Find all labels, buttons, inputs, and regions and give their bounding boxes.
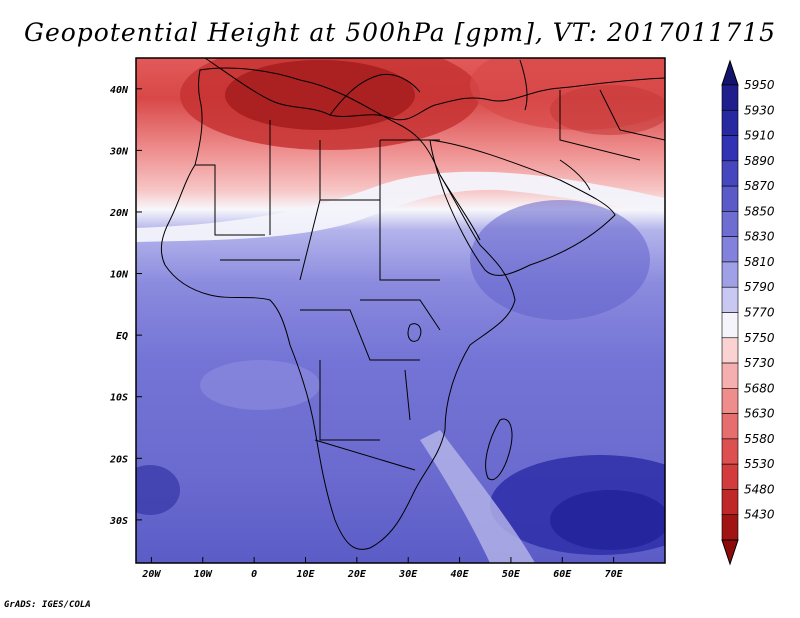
y-tick-label: EQ bbox=[116, 331, 128, 342]
y-axis-ticks: 40N 30N 20N 10N EQ 10S 20S 30S bbox=[109, 85, 142, 527]
colorbar-label: 5850 bbox=[744, 204, 775, 218]
x-tick-label: 50E bbox=[502, 569, 521, 580]
x-tick-label: 30E bbox=[398, 569, 418, 580]
colorbar-label: 5910 bbox=[744, 129, 775, 143]
colorbar-label: 5950 bbox=[744, 78, 775, 92]
colorbar-label: 5580 bbox=[744, 432, 775, 446]
colorbar-swatch bbox=[721, 286, 739, 313]
colorbar-label: 5530 bbox=[744, 457, 775, 471]
plot-title: Geopotential Height at 500hPa [gpm], VT:… bbox=[23, 18, 777, 47]
x-axis-ticks: 20W 10W 0 10E 20E 30E 40E 50E 60E 70E bbox=[141, 557, 624, 580]
colorbar-swatch bbox=[721, 84, 739, 111]
colorbar-top-arrow bbox=[721, 59, 739, 86]
y-tick-label: 10N bbox=[110, 270, 129, 281]
trough-southeast-africa bbox=[420, 430, 535, 563]
y-tick-label: 30S bbox=[109, 516, 128, 527]
colorbar-label: 5830 bbox=[744, 230, 775, 244]
colorbar-label: 5750 bbox=[744, 331, 775, 345]
ridge-band bbox=[136, 171, 665, 242]
colorbar-label: 5810 bbox=[744, 255, 775, 269]
x-tick-label: 40E bbox=[451, 569, 470, 580]
colorbar-label: 5790 bbox=[744, 280, 775, 294]
colorbar-label: 5930 bbox=[744, 103, 775, 117]
y-tick-label: 20S bbox=[109, 454, 128, 465]
colorbar-swatch bbox=[721, 489, 739, 516]
colorbar-label: 5870 bbox=[744, 179, 775, 193]
x-tick-label: 0 bbox=[251, 569, 257, 580]
colorbar-swatch bbox=[721, 514, 739, 541]
colorbar-swatch bbox=[721, 312, 739, 339]
x-tick-label: 20E bbox=[347, 569, 367, 580]
contour-field bbox=[136, 58, 665, 563]
colorbar-label: 5890 bbox=[744, 154, 775, 168]
x-tick-label: 20W bbox=[141, 569, 161, 580]
x-tick-label: 70E bbox=[605, 569, 624, 580]
grads-credit: GrADS: IGES/COLA bbox=[4, 600, 91, 610]
colorbar-swatch bbox=[721, 160, 739, 187]
colorbar-swatch bbox=[721, 135, 739, 162]
colorbar-swatch bbox=[721, 463, 739, 490]
colorbar-swatch bbox=[721, 261, 739, 288]
colorbar-label: 5770 bbox=[744, 306, 775, 320]
colorbar-swatch bbox=[721, 211, 739, 237]
colorbar-label: 5680 bbox=[744, 381, 775, 395]
colorbar-swatch bbox=[721, 337, 739, 364]
y-tick-label: 30N bbox=[109, 146, 129, 157]
colorbar-swatch bbox=[721, 236, 739, 263]
x-tick-label: 60E bbox=[553, 569, 572, 580]
x-tick-label: 10E bbox=[296, 569, 315, 580]
colorbar-swatch bbox=[721, 362, 739, 389]
y-tick-label: 20N bbox=[109, 208, 129, 219]
colorbar-label: 5480 bbox=[744, 482, 775, 496]
y-tick-label: 40N bbox=[110, 85, 129, 96]
x-tick-label: 10W bbox=[194, 569, 213, 580]
y-tick-label: 10S bbox=[110, 393, 128, 404]
plot-frame bbox=[135, 57, 666, 564]
colorbar: 5950 5930 5910 5890 5870 5850 5830 5810 5790 5770… bbox=[721, 59, 775, 566]
colorbar-label: 5430 bbox=[744, 508, 775, 522]
colorbar-swatch bbox=[721, 185, 739, 212]
colorbar-label: 5630 bbox=[744, 407, 775, 421]
colorbar-label: 5730 bbox=[744, 356, 775, 370]
colorbar-swatch bbox=[721, 388, 739, 414]
colorbar-swatch bbox=[721, 438, 739, 465]
colorbar-bottom-arrow bbox=[721, 539, 739, 566]
coastlines-borders bbox=[160, 58, 665, 550]
colorbar-swatch bbox=[721, 413, 739, 440]
colorbar-swatch bbox=[721, 109, 739, 136]
